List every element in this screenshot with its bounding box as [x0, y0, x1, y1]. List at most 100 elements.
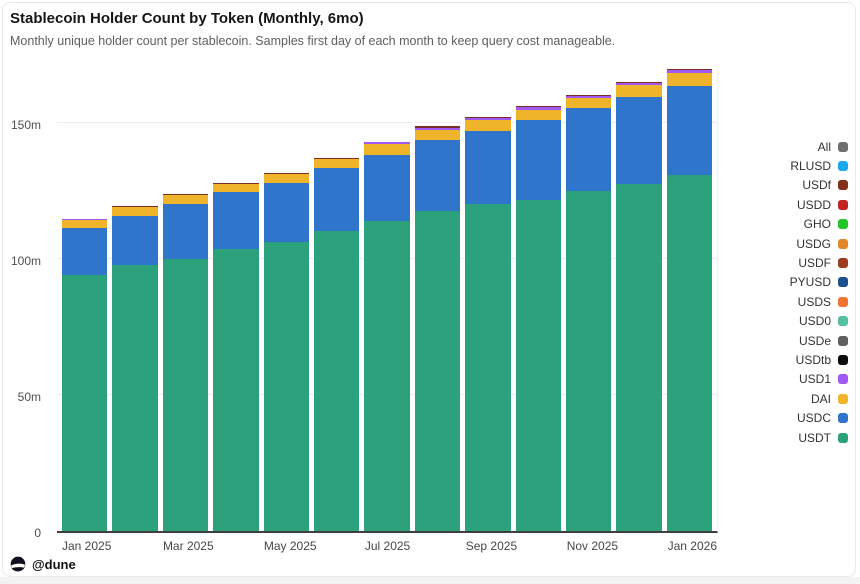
- bar-dec-2025[interactable]: [616, 82, 662, 531]
- bar-segment-other[interactable]: [213, 183, 259, 184]
- y-tick-0: 0: [34, 526, 41, 540]
- bar-segment-usd1[interactable]: [515, 107, 561, 110]
- bar-jun-2025[interactable]: [313, 158, 360, 531]
- bar-segment-usdc[interactable]: [565, 108, 612, 191]
- bar-segment-usdt[interactable]: [313, 230, 360, 531]
- bar-segment-usdc[interactable]: [313, 167, 360, 231]
- bar-segment-dai[interactable]: [162, 195, 209, 204]
- bar-segment-dai[interactable]: [263, 174, 309, 184]
- x-axis-labels: Jan 2025 Mar 2025 May 2025 Jul 2025 Sep 2025…: [57, 539, 718, 553]
- legend-item-usd0[interactable]: USD0: [790, 312, 848, 331]
- bar-mar-2025[interactable]: [162, 193, 209, 531]
- bar-segment-usd1[interactable]: [465, 118, 511, 121]
- bar-segment-usdc[interactable]: [263, 183, 309, 243]
- legend-item-usdt[interactable]: USDT: [790, 428, 848, 447]
- legend-item-usd1[interactable]: USD1: [790, 370, 848, 389]
- bar-aug-2025[interactable]: [414, 125, 461, 531]
- bar-segment-dai[interactable]: [616, 85, 662, 98]
- legend-label: USDS: [797, 294, 831, 309]
- bar-segment-other[interactable]: [666, 68, 713, 71]
- legend-item-usde[interactable]: USDe: [790, 331, 848, 350]
- bar-segment-other[interactable]: [62, 218, 108, 220]
- bar-segment-dai[interactable]: [364, 143, 410, 155]
- bar-jan-2026[interactable]: [666, 68, 713, 531]
- bar-sep-2025[interactable]: [465, 117, 511, 531]
- bar-segment-other[interactable]: [112, 206, 158, 207]
- legend-item-usdtb[interactable]: USDtb: [790, 350, 848, 369]
- legend-item-dai[interactable]: DAI: [790, 389, 848, 408]
- x-tick-feb-2025: [112, 539, 157, 553]
- bar-segment-usdt[interactable]: [465, 203, 511, 531]
- bar-segment-usdc[interactable]: [666, 85, 713, 176]
- bar-may-2025[interactable]: [263, 172, 309, 531]
- bar-segment-usdc[interactable]: [162, 203, 209, 259]
- bar-segment-usd1[interactable]: [414, 127, 461, 130]
- bar-segment-usdt[interactable]: [112, 264, 158, 531]
- bar-feb-2025[interactable]: [112, 206, 158, 531]
- bar-segment-usdc[interactable]: [364, 154, 410, 221]
- bar-nov-2025[interactable]: [565, 95, 612, 531]
- bar-segment-other[interactable]: [414, 125, 461, 128]
- bar-segment-dai[interactable]: [112, 207, 158, 216]
- bar-segment-usdt[interactable]: [616, 183, 662, 531]
- bar-segment-usdt[interactable]: [213, 248, 259, 531]
- legend-item-all[interactable]: All: [790, 137, 848, 156]
- legend-item-usdf[interactable]: USDF: [790, 253, 848, 272]
- bar-segment-usdc[interactable]: [213, 191, 259, 249]
- bar-segment-usd1[interactable]: [213, 183, 259, 185]
- bar-segment-usdt[interactable]: [515, 199, 561, 531]
- bar-segment-usdc[interactable]: [616, 97, 662, 184]
- bar-segment-usdc[interactable]: [62, 227, 108, 275]
- bar-segment-usdc[interactable]: [414, 139, 461, 212]
- legend-item-gho[interactable]: GHO: [790, 215, 848, 234]
- bar-segment-usdt[interactable]: [565, 190, 612, 531]
- bar-segment-usdt[interactable]: [162, 258, 209, 531]
- bar-segment-dai[interactable]: [666, 72, 713, 86]
- bar-segment-other[interactable]: [313, 158, 360, 159]
- bar-segment-usd1[interactable]: [263, 173, 309, 175]
- bar-apr-2025[interactable]: [213, 183, 259, 531]
- bar-segment-usdt[interactable]: [364, 220, 410, 531]
- legend-item-usdf[interactable]: USDf: [790, 176, 848, 195]
- legend-item-rlusd[interactable]: RLUSD: [790, 156, 848, 175]
- bar-segment-usdc[interactable]: [515, 119, 561, 200]
- bar-segment-dai[interactable]: [465, 120, 511, 131]
- bar-segment-other[interactable]: [515, 106, 561, 108]
- legend-label: PYUSD: [789, 275, 831, 290]
- bar-segment-dai[interactable]: [515, 109, 561, 120]
- bar-segment-usd1[interactable]: [364, 142, 410, 144]
- bar-segment-usdt[interactable]: [666, 175, 713, 531]
- legend-item-usdd[interactable]: USDD: [790, 195, 848, 214]
- plot-area: [57, 65, 718, 533]
- bar-segment-usd1[interactable]: [616, 83, 662, 86]
- bar-segment-dai[interactable]: [213, 184, 259, 192]
- bar-segment-dai[interactable]: [414, 129, 461, 140]
- bar-jan-2025[interactable]: [62, 218, 108, 531]
- bar-segment-usdc[interactable]: [465, 130, 511, 204]
- legend-item-usds[interactable]: USDS: [790, 292, 848, 311]
- bar-segment-dai[interactable]: [565, 98, 612, 109]
- bar-oct-2025[interactable]: [515, 106, 561, 531]
- bar-segment-other[interactable]: [565, 95, 612, 97]
- bar-segment-usd1[interactable]: [565, 96, 612, 99]
- bar-segment-usdt[interactable]: [62, 274, 108, 531]
- legend-item-usdg[interactable]: USDG: [790, 234, 848, 253]
- bar-segment-usdt[interactable]: [263, 242, 309, 531]
- y-axis-labels: 0 50m 100m 150m: [0, 65, 49, 540]
- bar-jul-2025[interactable]: [364, 141, 410, 531]
- bar-segment-other[interactable]: [263, 172, 309, 174]
- bar-segment-usd1[interactable]: [666, 70, 713, 73]
- bar-segment-other[interactable]: [162, 193, 209, 195]
- bar-segment-usdc[interactable]: [112, 215, 158, 265]
- bar-segment-other[interactable]: [465, 117, 511, 119]
- bar-segment-usd1[interactable]: [162, 194, 209, 196]
- bar-segment-other[interactable]: [616, 82, 662, 84]
- bar-segment-usdt[interactable]: [414, 211, 461, 531]
- bar-segment-other[interactable]: [364, 141, 410, 143]
- legend-item-pyusd[interactable]: PYUSD: [790, 273, 848, 292]
- bar-segment-usd1[interactable]: [313, 158, 360, 160]
- bar-segment-dai[interactable]: [313, 159, 360, 168]
- legend-item-usdc[interactable]: USDC: [790, 408, 848, 427]
- x-tick-nov-2025: Nov 2025: [566, 539, 619, 553]
- bar-segment-dai[interactable]: [62, 219, 108, 228]
